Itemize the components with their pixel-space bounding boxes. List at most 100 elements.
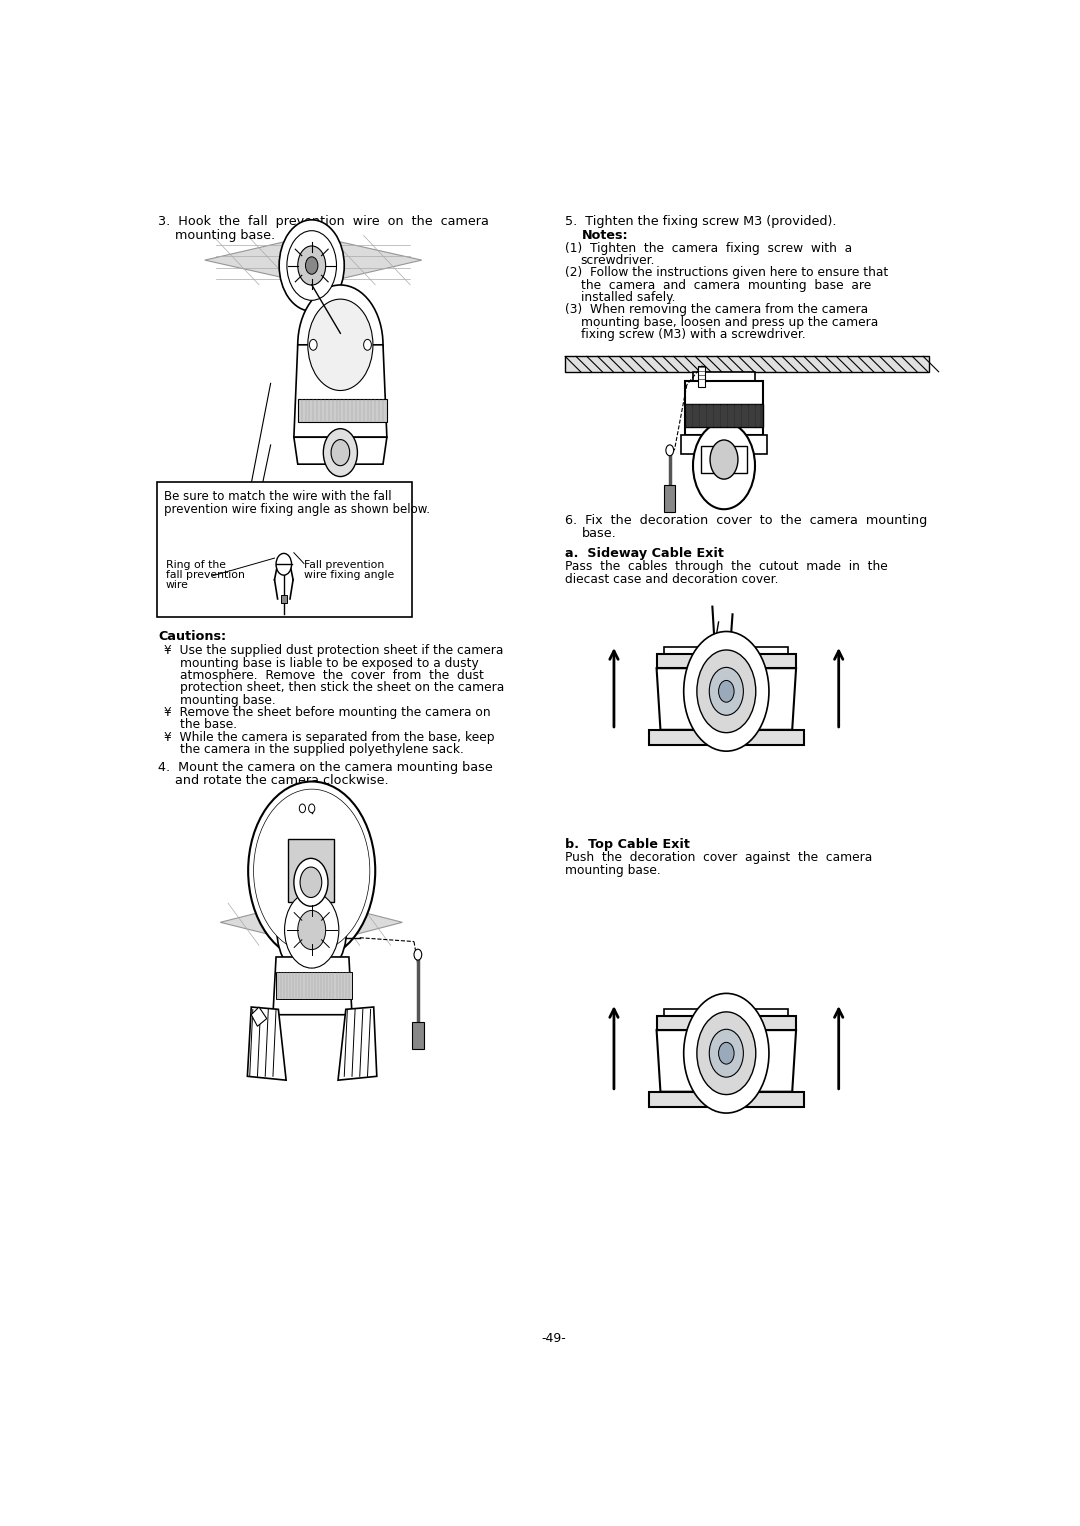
Text: mounting base.: mounting base.	[180, 694, 275, 707]
Polygon shape	[252, 1007, 267, 1027]
Circle shape	[298, 246, 326, 285]
Bar	[411, 1022, 424, 1050]
Text: 6.  Fix  the  decoration  cover  to  the  camera  mounting: 6. Fix the decoration cover to the camer…	[565, 514, 928, 526]
Circle shape	[710, 667, 743, 716]
Text: atmosphere.  Remove  the  cover  from  the  dust: atmosphere. Remove the cover from the du…	[180, 668, 484, 682]
Bar	[685, 382, 762, 435]
Circle shape	[254, 789, 369, 952]
Circle shape	[718, 681, 734, 702]
Bar	[699, 366, 704, 388]
Text: 3.  Hook  the  fall  prevention  wire  on  the  camera: 3. Hook the fall prevention wire on the …	[159, 215, 489, 229]
Text: base.: base.	[582, 528, 617, 540]
Bar	[296, 804, 318, 813]
Text: Pass  the  cables  through  the  cutout  made  in  the: Pass the cables through the cutout made …	[565, 560, 888, 574]
Bar	[287, 839, 334, 902]
Circle shape	[364, 339, 372, 351]
Polygon shape	[338, 1007, 377, 1080]
Bar	[565, 357, 930, 372]
Circle shape	[294, 858, 328, 906]
Polygon shape	[273, 957, 352, 1015]
Text: mounting base.: mounting base.	[175, 229, 275, 241]
Bar	[664, 647, 788, 655]
Polygon shape	[220, 899, 403, 946]
Circle shape	[276, 881, 347, 980]
Circle shape	[309, 339, 318, 351]
Polygon shape	[657, 668, 796, 729]
Circle shape	[308, 299, 373, 391]
Circle shape	[697, 1012, 756, 1094]
Circle shape	[718, 1042, 734, 1064]
Text: 4.  Mount the camera on the camera mounting base: 4. Mount the camera on the camera mounti…	[159, 760, 492, 774]
Circle shape	[276, 554, 292, 575]
Circle shape	[299, 804, 306, 813]
Bar	[693, 372, 755, 382]
Text: a.  Sideway Cable Exit: a. Sideway Cable Exit	[565, 546, 724, 560]
Polygon shape	[247, 1007, 286, 1080]
Text: installed safely.: installed safely.	[581, 291, 675, 304]
Text: the  camera  and  camera  mounting  base  are: the camera and camera mounting base are	[581, 279, 870, 291]
Text: wire: wire	[166, 580, 189, 591]
Text: Ring of the: Ring of the	[166, 560, 226, 571]
Text: (3)  When removing the camera from the camera: (3) When removing the camera from the ca…	[565, 304, 868, 316]
Circle shape	[684, 632, 769, 751]
Text: 15°: 15°	[301, 794, 322, 807]
Text: Fall prevention: Fall prevention	[303, 560, 384, 571]
Bar	[281, 595, 287, 603]
Polygon shape	[294, 345, 387, 438]
Bar	[649, 1091, 804, 1108]
Bar	[657, 1016, 796, 1030]
Bar	[701, 447, 747, 473]
Circle shape	[248, 781, 375, 960]
Bar	[664, 485, 675, 511]
Text: protection sheet, then stick the sheet on the camera: protection sheet, then stick the sheet o…	[180, 681, 504, 694]
Text: Push  the  decoration  cover  against  the  camera: Push the decoration cover against the ca…	[565, 852, 873, 865]
Text: ¥  Use the supplied dust protection sheet if the camera: ¥ Use the supplied dust protection sheet…	[164, 644, 504, 658]
Text: wire fixing angle: wire fixing angle	[303, 571, 394, 580]
Circle shape	[284, 891, 339, 967]
Text: (1)  Tighten  the  camera  fixing  screw  with  a: (1) Tighten the camera fixing screw with…	[565, 241, 852, 255]
Circle shape	[666, 446, 674, 456]
Circle shape	[300, 867, 322, 897]
Circle shape	[414, 949, 422, 960]
Text: ¥  While the camera is separated from the base, keep: ¥ While the camera is separated from the…	[164, 731, 495, 743]
Text: and rotate the camera clockwise.: and rotate the camera clockwise.	[175, 774, 389, 787]
Polygon shape	[294, 438, 387, 464]
Bar	[298, 398, 387, 421]
Circle shape	[306, 256, 318, 275]
Circle shape	[298, 911, 326, 949]
Circle shape	[710, 439, 738, 479]
Bar	[157, 482, 413, 617]
Text: fall prevention: fall prevention	[166, 571, 245, 580]
Text: Notes:: Notes:	[582, 229, 629, 241]
Text: mounting base.: mounting base.	[565, 864, 661, 877]
Bar	[276, 972, 352, 1000]
Circle shape	[309, 804, 314, 813]
Text: Be sure to match the wire with the fall: Be sure to match the wire with the fall	[164, 490, 392, 502]
Circle shape	[693, 423, 755, 510]
Text: -49-: -49-	[541, 1332, 566, 1344]
Text: the base.: the base.	[180, 719, 238, 731]
Polygon shape	[657, 1030, 796, 1091]
Polygon shape	[205, 235, 422, 285]
Circle shape	[298, 285, 383, 404]
Circle shape	[710, 1029, 743, 1077]
Text: ¥  Remove the sheet before mounting the camera on: ¥ Remove the sheet before mounting the c…	[164, 707, 491, 719]
Text: Cautions:: Cautions:	[159, 630, 227, 642]
Circle shape	[323, 429, 357, 476]
Text: mounting base, loosen and press up the camera: mounting base, loosen and press up the c…	[581, 316, 878, 328]
Text: screwdriver.: screwdriver.	[581, 253, 656, 267]
Bar	[681, 435, 767, 455]
Text: the camera in the supplied polyethylene sack.: the camera in the supplied polyethylene …	[180, 743, 463, 755]
Text: b.  Top Cable Exit: b. Top Cable Exit	[565, 838, 690, 850]
Bar	[649, 729, 804, 745]
Text: (2)  Follow the instructions given here to ensure that: (2) Follow the instructions given here t…	[565, 266, 889, 279]
Circle shape	[684, 993, 769, 1112]
Text: mounting base is liable to be exposed to a dusty: mounting base is liable to be exposed to…	[180, 656, 478, 670]
Circle shape	[332, 439, 350, 465]
Text: prevention wire fixing angle as shown below.: prevention wire fixing angle as shown be…	[164, 502, 431, 516]
Bar	[664, 1009, 788, 1016]
Bar	[685, 404, 762, 427]
Text: diecast case and decoration cover.: diecast case and decoration cover.	[565, 572, 779, 586]
Bar	[657, 655, 796, 668]
Text: 5.  Tighten the fixing screw M3 (provided).: 5. Tighten the fixing screw M3 (provided…	[565, 215, 837, 229]
